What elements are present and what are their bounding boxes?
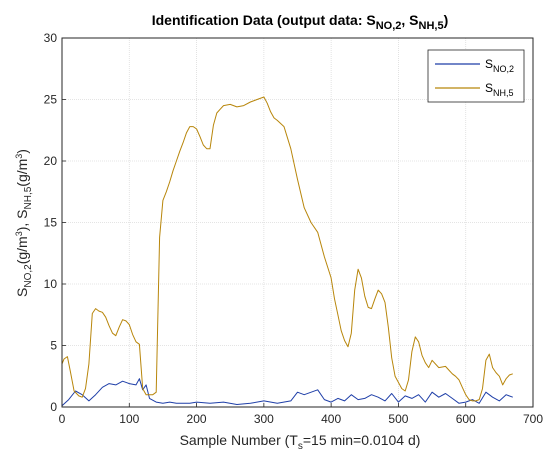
x-tick-label: 300 [254,412,274,426]
y-tick-label: 0 [50,400,57,414]
y-tick-label: 15 [44,216,58,230]
x-tick-label: 500 [388,412,408,426]
grid [62,38,533,407]
series-group [61,96,513,407]
x-tick-label: 200 [187,412,207,426]
y-tick-label: 30 [44,31,58,45]
chart-title: Identification Data (output data: SNO,2,… [152,12,449,32]
x-tick-label: 100 [119,412,139,426]
legend-box [427,49,525,103]
x-axis-label: Sample Number (Ts=15 min=0.0104 d) [180,432,421,452]
x-tick-label: 400 [321,412,341,426]
x-tick-label: 0 [59,412,66,426]
y-axis-label: SNO,2(g/m3), SNH,5(g/m3) [14,149,34,297]
series-line-snh5 [61,96,513,402]
legend-entry-snh5: SNH,5 [485,81,514,98]
y-tick-label: 25 [44,93,58,107]
ticks: 0 100 200 300 400 500 600 700 0 5 10 15 20 25 30 [44,31,544,426]
x-tick-label: 600 [456,412,476,426]
series-line-sno2 [61,378,513,407]
legend: SNO,2 SNH,5 [427,49,525,103]
y-tick-label: 10 [44,277,58,291]
x-tick-label: 700 [523,412,543,426]
y-tick-label: 5 [50,339,57,353]
y-tick-label: 20 [44,154,58,168]
legend-entry-sno2: SNO,2 [485,57,514,74]
